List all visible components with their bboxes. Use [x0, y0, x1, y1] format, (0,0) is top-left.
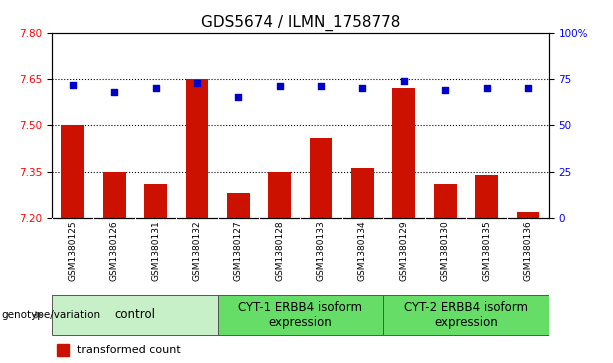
Text: control: control: [115, 309, 155, 321]
Bar: [392, 88, 415, 218]
Text: GSM1380129: GSM1380129: [399, 220, 408, 281]
Point: [440, 87, 450, 93]
Bar: [310, 138, 332, 218]
Point: [151, 85, 161, 91]
Bar: [383, 295, 549, 335]
Point: [482, 85, 492, 91]
Text: GSM1380130: GSM1380130: [441, 220, 450, 281]
Bar: [517, 212, 539, 218]
Bar: [227, 193, 249, 218]
Text: CYT-1 ERBB4 isoform
expression: CYT-1 ERBB4 isoform expression: [238, 301, 362, 329]
Bar: [57, 344, 69, 356]
Text: GSM1380132: GSM1380132: [192, 220, 202, 281]
Point: [109, 89, 119, 95]
Title: GDS5674 / ILMN_1758778: GDS5674 / ILMN_1758778: [200, 15, 400, 31]
Text: GSM1380126: GSM1380126: [110, 220, 119, 281]
Text: GSM1380135: GSM1380135: [482, 220, 491, 281]
Text: GSM1380125: GSM1380125: [68, 220, 77, 281]
Text: GSM1380136: GSM1380136: [524, 220, 533, 281]
Text: GSM1380133: GSM1380133: [316, 220, 326, 281]
Bar: [268, 172, 291, 218]
Point: [234, 95, 243, 101]
Bar: [52, 295, 218, 335]
Bar: [351, 168, 374, 218]
Text: GSM1380131: GSM1380131: [151, 220, 160, 281]
Text: GSM1380128: GSM1380128: [275, 220, 284, 281]
Bar: [475, 175, 498, 218]
Bar: [144, 184, 167, 218]
Point: [68, 82, 78, 87]
Bar: [186, 79, 208, 218]
Point: [523, 85, 533, 91]
Bar: [434, 184, 457, 218]
Text: CYT-2 ERBB4 isoform
expression: CYT-2 ERBB4 isoform expression: [404, 301, 528, 329]
Text: GSM1380127: GSM1380127: [234, 220, 243, 281]
Point: [275, 83, 284, 89]
Text: transformed count: transformed count: [77, 345, 181, 355]
Text: GSM1380134: GSM1380134: [358, 220, 367, 281]
Bar: [61, 125, 84, 218]
Bar: [103, 172, 126, 218]
Point: [357, 85, 367, 91]
Text: genotype/variation: genotype/variation: [1, 310, 101, 320]
Point: [192, 80, 202, 86]
Point: [316, 83, 326, 89]
Bar: [218, 295, 383, 335]
Point: [399, 78, 409, 84]
